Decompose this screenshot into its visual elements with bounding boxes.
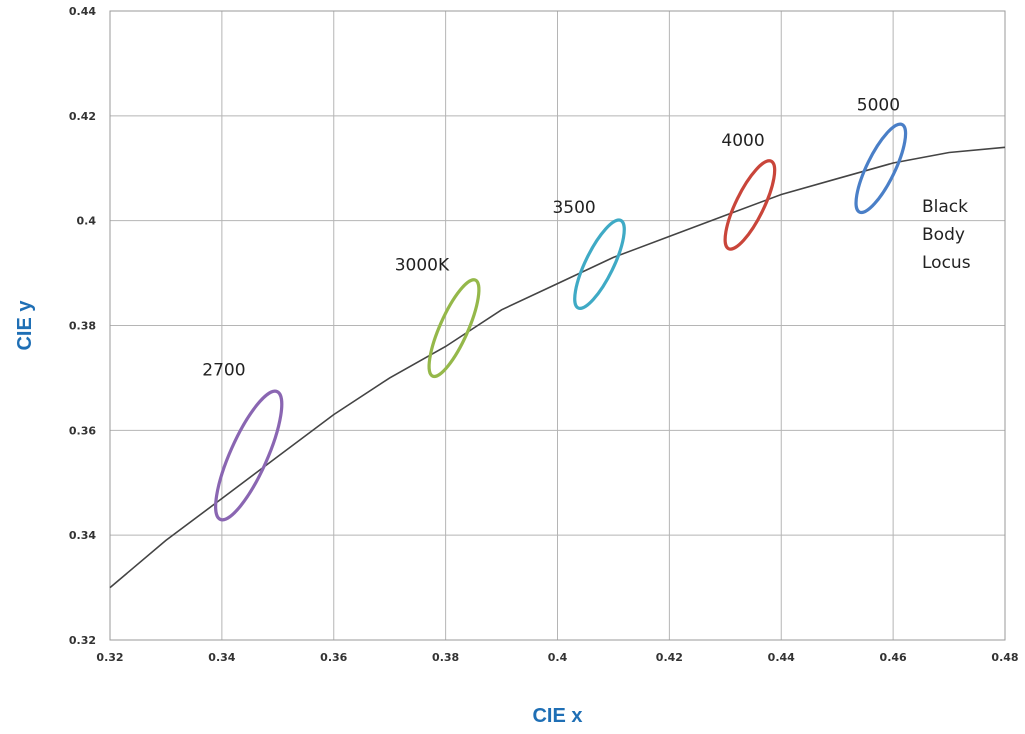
macadam-ellipse-4000: [723, 159, 777, 251]
y-tick-label: 0.44: [69, 5, 96, 18]
x-tick-label: 0.36: [320, 651, 347, 664]
grid: [109, 10, 1006, 641]
y-tick-label: 0.38: [69, 320, 96, 333]
x-tick-label: 0.42: [656, 651, 683, 664]
y-tick-label: 0.36: [69, 424, 96, 437]
x-tick-label: 0.34: [208, 651, 235, 664]
y-tick-label: 0.4: [77, 215, 97, 228]
x-tick-label: 0.44: [768, 651, 795, 664]
y-tick-label: 0.32: [69, 634, 96, 647]
locus-label: Black Body Locus: [922, 197, 971, 273]
x-tick-label: 0.38: [432, 651, 459, 664]
cct-label-4000: 4000: [721, 131, 764, 151]
locus-label-line: Locus: [922, 253, 971, 273]
x-tick-label: 0.32: [96, 651, 123, 664]
x-tick-label: 0.46: [880, 651, 907, 664]
y-tick-labels: 0.32 0.34 0.36 0.38 0.4 0.42 0.44: [69, 5, 96, 647]
cct-label-3000k: 3000K: [395, 255, 450, 275]
cct-label-2700: 2700: [202, 360, 245, 380]
x-tick-labels: 0.32 0.34 0.36 0.38 0.4 0.42 0.44 0.46 0.48: [96, 651, 1018, 664]
series-layer: [109, 146, 1006, 589]
locus-label-line: Body: [922, 225, 965, 245]
x-tick-label: 0.4: [548, 651, 568, 664]
macadam-ellipse-5000: [854, 122, 908, 215]
macadam-ellipse-2700: [214, 389, 284, 522]
y-tick-label: 0.42: [69, 110, 96, 123]
annotation-layer: 2700 3000K 3500 4000 5000: [202, 96, 900, 381]
locus-label-line: Black: [922, 197, 968, 217]
macadam-ellipse-3500: [573, 218, 626, 310]
cct-label-5000: 5000: [857, 96, 900, 116]
black-body-locus-line: [109, 146, 1006, 589]
x-tick-label: 0.48: [991, 651, 1018, 664]
x-axis-title: CIE x: [532, 705, 582, 727]
macadam-ellipse-3000k: [427, 278, 481, 379]
ellipse-layer: [214, 122, 908, 522]
y-axis-title: CIE y: [14, 300, 36, 351]
cct-label-3500: 3500: [552, 198, 595, 218]
y-tick-label: 0.34: [69, 529, 96, 542]
plot-frame: [109, 10, 1006, 641]
